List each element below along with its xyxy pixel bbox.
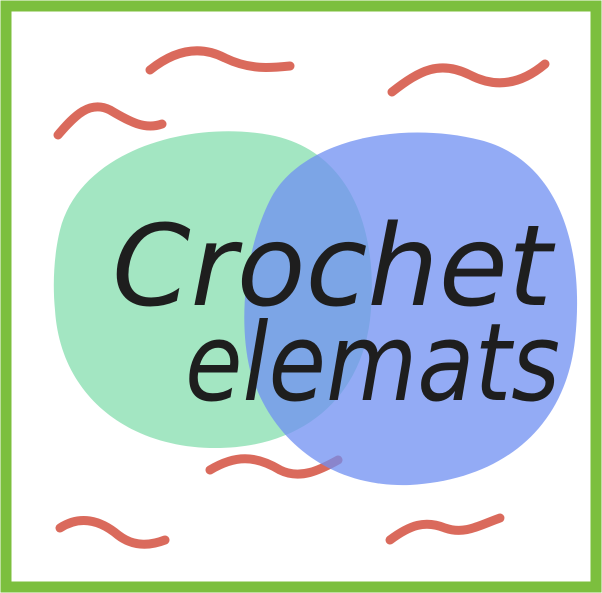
subtitle: elemats <box>185 301 560 426</box>
logo: Crochet elemats <box>0 0 602 593</box>
